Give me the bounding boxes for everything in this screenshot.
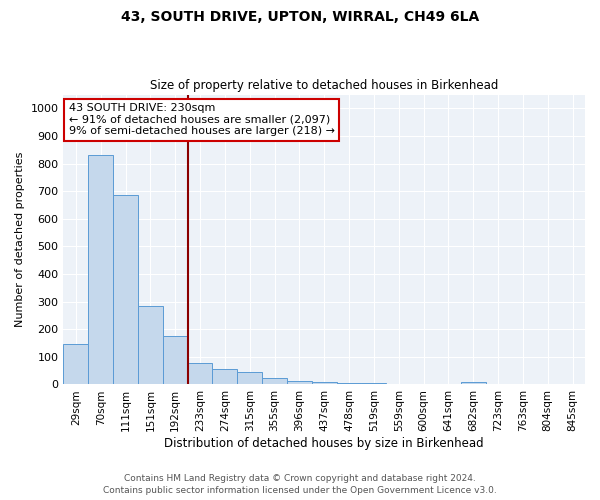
Bar: [138, 306, 163, 384]
Y-axis label: Number of detached properties: Number of detached properties: [15, 152, 25, 327]
Bar: [188, 363, 212, 384]
Title: Size of property relative to detached houses in Birkenhead: Size of property relative to detached ho…: [150, 79, 499, 92]
Bar: [461, 382, 485, 384]
Bar: [287, 380, 312, 384]
Bar: [64, 344, 88, 384]
Bar: [262, 378, 287, 384]
Bar: [163, 336, 188, 384]
Text: 43 SOUTH DRIVE: 230sqm
← 91% of detached houses are smaller (2,097)
9% of semi-d: 43 SOUTH DRIVE: 230sqm ← 91% of detached…: [68, 104, 335, 136]
Bar: [88, 156, 113, 384]
Bar: [337, 382, 361, 384]
Text: Contains HM Land Registry data © Crown copyright and database right 2024.
Contai: Contains HM Land Registry data © Crown c…: [103, 474, 497, 495]
Text: 43, SOUTH DRIVE, UPTON, WIRRAL, CH49 6LA: 43, SOUTH DRIVE, UPTON, WIRRAL, CH49 6LA: [121, 10, 479, 24]
Bar: [312, 382, 337, 384]
Bar: [237, 372, 262, 384]
Bar: [212, 370, 237, 384]
X-axis label: Distribution of detached houses by size in Birkenhead: Distribution of detached houses by size …: [164, 437, 484, 450]
Bar: [113, 194, 138, 384]
Bar: [361, 382, 386, 384]
